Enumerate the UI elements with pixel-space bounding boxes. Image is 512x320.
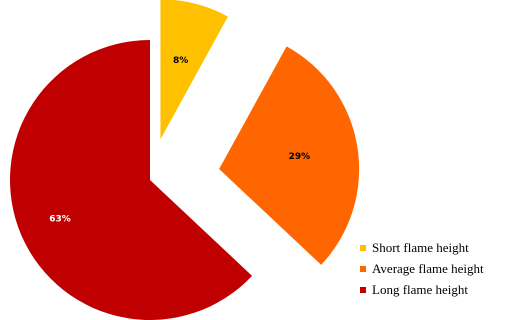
legend-item-short-flame-height: Short flame height: [360, 237, 484, 258]
legend-label: Short flame height: [372, 239, 469, 255]
pie-slice-long-flame-height: [9, 40, 253, 320]
pie-slice-short-flame-height: [160, 0, 228, 140]
legend-label: Average flame height: [372, 260, 484, 276]
legend: Short flame height Average flame height Lo…: [360, 237, 484, 300]
pie-slice-average-flame-height: [219, 46, 360, 265]
legend-item-long-flame-height: Long flame height: [360, 279, 484, 300]
data-label-long-flame-height: 63%: [49, 214, 71, 224]
data-label-short-flame-height: 8%: [173, 56, 188, 66]
data-label-average-flame-height: 29%: [289, 152, 311, 162]
legend-swatch: [360, 244, 366, 251]
legend-swatch: [360, 265, 366, 272]
legend-label: Long flame height: [372, 281, 469, 297]
legend-item-average-flame-height: Average flame height: [360, 258, 484, 279]
legend-swatch: [360, 286, 366, 293]
